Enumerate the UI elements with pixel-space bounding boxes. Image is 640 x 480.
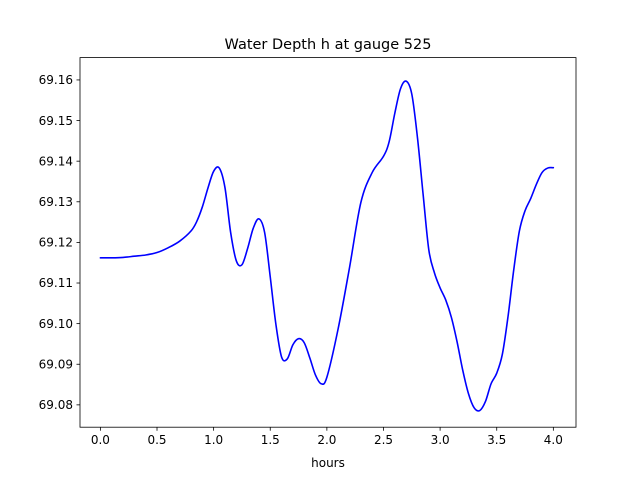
y-tick-label: 69.10 bbox=[39, 317, 73, 331]
x-axis-label: hours bbox=[311, 456, 345, 470]
y-tick-label: 69.15 bbox=[39, 114, 73, 128]
y-tick-label: 69.08 bbox=[39, 398, 73, 412]
x-tick-label: 3.0 bbox=[431, 433, 450, 447]
series-line-0 bbox=[99, 80, 555, 412]
x-tick-label: 0.0 bbox=[91, 433, 110, 447]
data-layer bbox=[99, 80, 555, 412]
y-tick-label: 69.09 bbox=[39, 357, 73, 371]
x-axis-ticks: 0.0 0.5 1.0 1.5 2.0 2.5 3.0 3.5 4.0 bbox=[91, 427, 563, 447]
x-tick-label: 3.5 bbox=[487, 433, 506, 447]
y-axis-ticks: 69.08 69.09 69.10 69.11 69.12 69.13 69.14 69.15… bbox=[39, 73, 80, 412]
y-tick-label: 69.12 bbox=[39, 236, 73, 250]
plot-frame bbox=[79, 57, 577, 428]
chart-title: Water Depth h at gauge 525 bbox=[225, 37, 432, 53]
y-tick-label: 69.11 bbox=[39, 276, 73, 290]
y-tick-label: 69.14 bbox=[39, 154, 73, 168]
x-tick-label: 0.5 bbox=[147, 433, 166, 447]
x-tick-label: 4.0 bbox=[544, 433, 563, 447]
x-tick-label: 1.0 bbox=[204, 433, 223, 447]
plot-background bbox=[80, 57, 576, 428]
y-tick-label: 69.13 bbox=[39, 195, 73, 209]
y-tick-label: 69.16 bbox=[39, 73, 73, 87]
x-tick-label: 2.0 bbox=[317, 433, 336, 447]
x-tick-label: 1.5 bbox=[261, 433, 280, 447]
x-tick-label: 2.5 bbox=[374, 433, 393, 447]
